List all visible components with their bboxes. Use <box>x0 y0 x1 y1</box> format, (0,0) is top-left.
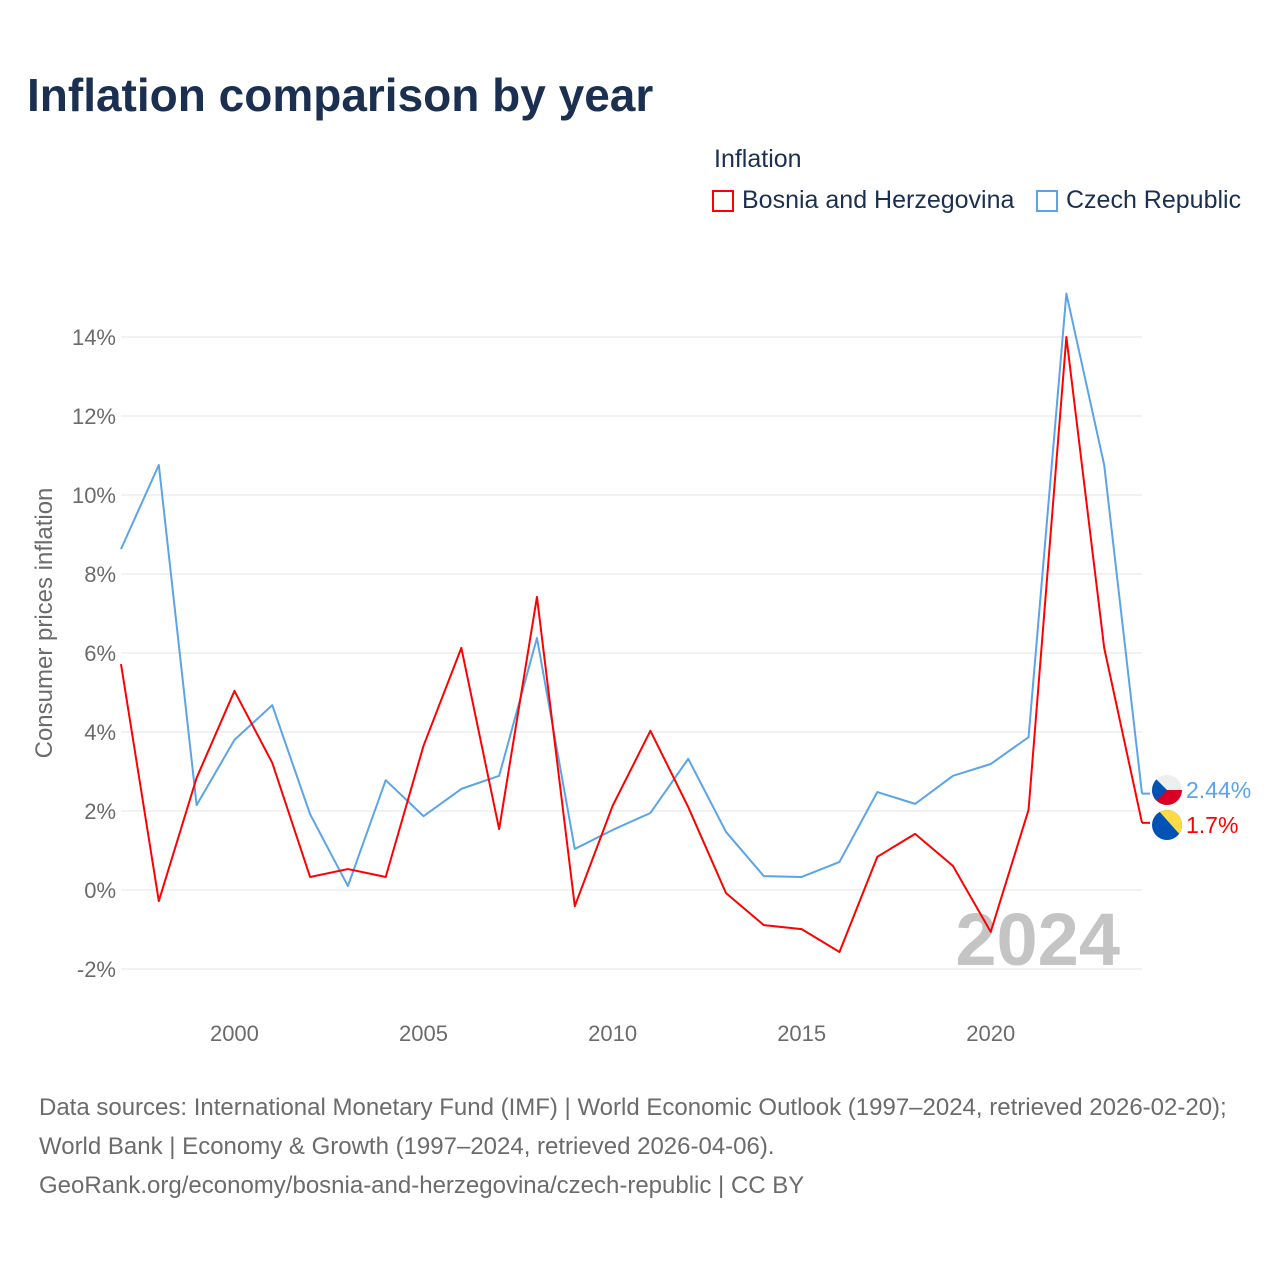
source-note: Data sources: International Monetary Fun… <box>39 1088 1249 1205</box>
x-tick-label: 2010 <box>588 1021 637 1046</box>
legend-swatch-bosnia <box>712 189 734 212</box>
series-line-bosnia <box>120 336 1143 954</box>
legend-label-czech: Czech Republic <box>1066 186 1242 214</box>
y-tick-label: 10% <box>72 483 116 508</box>
y-tick-label: 6% <box>84 641 116 666</box>
x-tick-label: 2005 <box>399 1021 448 1046</box>
y-tick-label: 8% <box>84 562 116 587</box>
y-tick-label: 2% <box>84 799 116 824</box>
x-tick-label: 2020 <box>966 1021 1015 1046</box>
legend-label-bosnia: Bosnia and Herzegovina <box>742 186 1015 214</box>
end-label-bosnia: 1.7% <box>1186 812 1238 838</box>
y-axis-label: Consumer prices inflation <box>31 488 58 759</box>
legend-swatch-czech <box>1036 189 1058 212</box>
y-tick-label: 12% <box>72 404 116 429</box>
y-tick-label: -2% <box>77 957 116 982</box>
legend-title: Inflation <box>714 145 802 173</box>
legend-item-bosnia[interactable]: Bosnia and Herzegovina <box>712 186 1014 215</box>
chart-title: Inflation comparison by year <box>27 69 654 121</box>
source-line-2[interactable]: GeoRank.org/economy/bosnia-and-herzegovi… <box>39 1172 805 1199</box>
end-label-czech: 2.44% <box>1186 777 1251 803</box>
series-line-czech <box>120 292 1143 888</box>
legend-item-czech[interactable]: Czech Republic <box>1036 186 1241 215</box>
bosnia-flag-icon <box>1152 810 1182 840</box>
flag-part <box>1158 810 1182 837</box>
source-line-1: Data sources: International Monetary Fun… <box>39 1094 1227 1160</box>
line-chart: -2% 0% 2% 4% 6% 8% 10% 12% 14% 2000 2005 2010 2015 20… <box>31 292 1251 1046</box>
y-tick-label: 0% <box>84 878 116 903</box>
x-tick-label: 2000 <box>210 1021 259 1046</box>
flag-part <box>1152 775 1167 805</box>
y-tick-label: 4% <box>84 720 116 745</box>
y-tick-label: 14% <box>72 325 116 350</box>
year-watermark: 2024 <box>955 898 1120 981</box>
x-tick-label: 2015 <box>777 1021 826 1046</box>
czech-flag-icon <box>1152 775 1182 805</box>
